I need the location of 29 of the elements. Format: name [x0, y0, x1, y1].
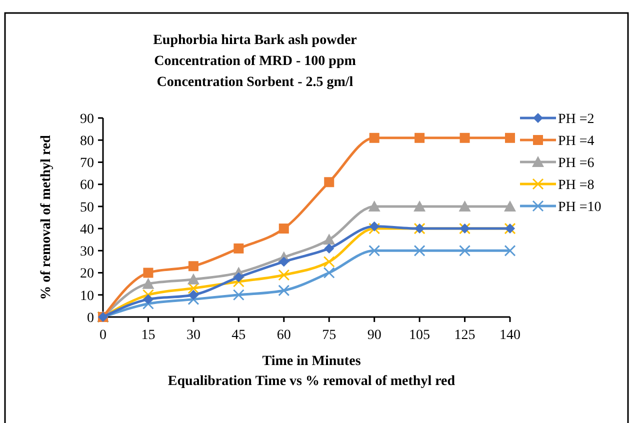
y-tick-label: 80 — [80, 134, 94, 150]
x-axis-title: Time in Minutes — [262, 354, 362, 369]
x-tick-label: 125 — [454, 328, 476, 343]
legend-label: PH =10 — [558, 200, 602, 215]
x-tick-label: 0 — [100, 328, 106, 343]
y-tick-label: 10 — [80, 288, 94, 304]
x-tick-label: 75 — [322, 328, 336, 343]
chart-title: Euphorbia hirta Bark ash powder Concentration of MRD - 100 ppm Concentration Sorbent - 2.5 gm/l — [153, 33, 357, 90]
y-tick-label: 20 — [80, 266, 94, 282]
x-tick-label: 45 — [232, 328, 246, 343]
y-tick-label: 50 — [80, 200, 94, 216]
y-axis-title: % of removal of methyl red — [39, 134, 54, 300]
y-tick-label: 40 — [80, 222, 94, 238]
y-tick-label: 30 — [80, 244, 94, 260]
x-tick-label: 105 — [409, 328, 430, 343]
legend-label: PH =8 — [558, 178, 594, 193]
y-tick-label: 0 — [87, 310, 94, 326]
x-tick-label: 140 — [500, 328, 520, 343]
y-tick-label: 70 — [80, 156, 94, 172]
y-tick-label: 60 — [80, 178, 94, 194]
x-tick-label: 90 — [367, 328, 382, 343]
legend-label: PH =4 — [558, 134, 594, 149]
x-tick-label: 60 — [276, 328, 291, 343]
legend-label: PH =2 — [558, 112, 594, 127]
legend-label: PH =6 — [558, 156, 594, 171]
text: Equalibration Time vs % removal of methyl red — [168, 374, 456, 389]
x-tick-label: 15 — [141, 328, 156, 343]
y-tick-label: 90 — [80, 112, 94, 127]
x-tick-label: 30 — [186, 328, 200, 343]
